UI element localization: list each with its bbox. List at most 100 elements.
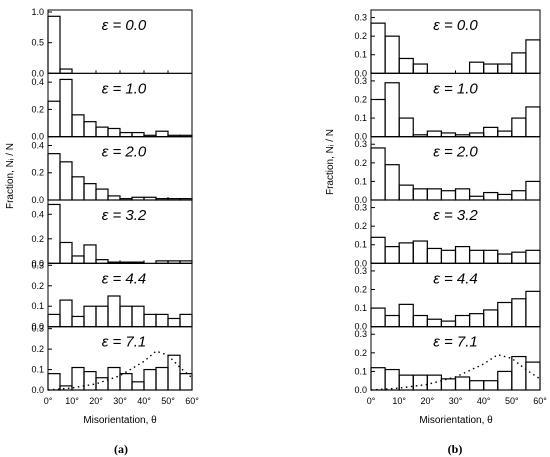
- bar: [370, 236, 386, 264]
- bar: [370, 307, 386, 328]
- bar: [83, 244, 97, 264]
- x-tick-label: 60°: [185, 396, 199, 406]
- y-tick-label: 0.0: [354, 68, 367, 78]
- bar: [412, 188, 428, 201]
- bar: [370, 22, 386, 74]
- strain-label: ε = 7.1: [102, 334, 147, 351]
- bar: [497, 301, 513, 328]
- bar: [468, 132, 485, 138]
- bar: [426, 374, 443, 391]
- bar: [155, 313, 169, 328]
- bar: [440, 320, 457, 328]
- bar: [440, 378, 457, 391]
- y-tick-label: 0.2: [31, 344, 44, 354]
- bar: [384, 82, 400, 138]
- bar: [131, 131, 145, 138]
- y-tick-label: 0.0: [31, 258, 44, 268]
- y-tick-label: 0.0: [354, 132, 367, 142]
- bar: [59, 241, 73, 264]
- bar: [95, 305, 109, 328]
- bar: [468, 195, 485, 201]
- y-tick-label: 0.2: [31, 104, 44, 114]
- bar: [454, 376, 471, 391]
- y-tick-label: 0.3: [31, 324, 44, 334]
- y-tick-label: 1.0: [31, 7, 44, 17]
- subplot-b-5: 0.0 0.1 0.2 0.3 ε = 7.1: [354, 326, 541, 395]
- bar: [497, 193, 513, 201]
- x-tick-label: 30°: [449, 396, 463, 406]
- bar: [47, 100, 61, 138]
- y-tick-label: 0.0: [354, 258, 367, 268]
- bar: [511, 190, 527, 201]
- y-tick-label: 0.1: [31, 365, 44, 375]
- y-tick-label: 0.1: [354, 366, 367, 376]
- bar: [511, 52, 527, 74]
- bar: [412, 314, 428, 328]
- bar: [497, 63, 513, 74]
- bar: [155, 130, 169, 138]
- x-axis-label-a: Misorientation, θ: [83, 415, 157, 426]
- panel-label-b: (b): [448, 442, 463, 456]
- x-tick-label: 0°: [367, 396, 376, 406]
- bar: [426, 130, 443, 138]
- bar: [119, 373, 133, 391]
- bar: [426, 318, 443, 328]
- bar: [525, 180, 541, 201]
- y-tick-label: 0.4: [31, 140, 44, 150]
- strain-label: ε = 1.0: [102, 80, 147, 97]
- bar: [59, 68, 73, 74]
- x-tick-label: 0°: [44, 396, 53, 406]
- strain-label: ε = 4.4: [433, 270, 478, 287]
- bar: [426, 188, 443, 201]
- bar: [107, 295, 121, 328]
- bar: [412, 63, 428, 74]
- y-tick-label: 0.1: [354, 303, 367, 313]
- y-tick-label: 0.0: [31, 132, 44, 142]
- y-tick-label: 0.1: [354, 50, 367, 60]
- bar: [440, 249, 457, 264]
- bar: [497, 130, 513, 138]
- y-tick-label: 0.2: [354, 158, 367, 168]
- x-tick-label: 40°: [137, 396, 151, 406]
- bar: [454, 188, 471, 201]
- bar: [59, 385, 73, 391]
- bar: [47, 203, 61, 264]
- bar: [468, 380, 485, 391]
- strain-label: ε = 1.0: [433, 80, 478, 97]
- bar: [47, 373, 61, 391]
- y-tick-label: 0.4: [31, 77, 44, 87]
- y-tick-label: 0.2: [354, 221, 367, 231]
- bar: [511, 117, 527, 138]
- bar: [468, 249, 485, 264]
- bar: [167, 317, 181, 328]
- bar: [511, 298, 527, 328]
- bar: [412, 374, 428, 391]
- bar: [440, 132, 457, 138]
- bar: [525, 361, 541, 391]
- bar: [497, 253, 513, 264]
- subplot-a-5: 0.0 0.1 0.2 0.3 ε = 7.1: [31, 324, 193, 395]
- strain-label: ε = 7.1: [433, 334, 478, 351]
- x-tick-label: 60°: [533, 396, 547, 406]
- bar: [179, 313, 193, 328]
- bar: [483, 309, 499, 328]
- y-tick-label: 0.5: [31, 38, 44, 48]
- y-tick-label: 0.3: [31, 260, 44, 270]
- bar: [483, 63, 499, 74]
- y-tick-label: 0.1: [31, 301, 44, 311]
- bar: [525, 249, 541, 264]
- bar: [71, 114, 85, 138]
- y-tick-label: 0.2: [31, 168, 44, 178]
- bar: [83, 121, 97, 138]
- y-tick-label: 0.3: [354, 139, 367, 149]
- bar: [384, 368, 400, 391]
- y-tick-label: 0.0: [31, 195, 44, 205]
- bar: [412, 240, 428, 264]
- y-tick-label: 0.0: [354, 195, 367, 205]
- strain-label: ε = 4.4: [102, 270, 147, 287]
- bar: [107, 195, 121, 201]
- bar: [47, 313, 61, 328]
- bar: [398, 57, 414, 74]
- bar: [95, 188, 109, 201]
